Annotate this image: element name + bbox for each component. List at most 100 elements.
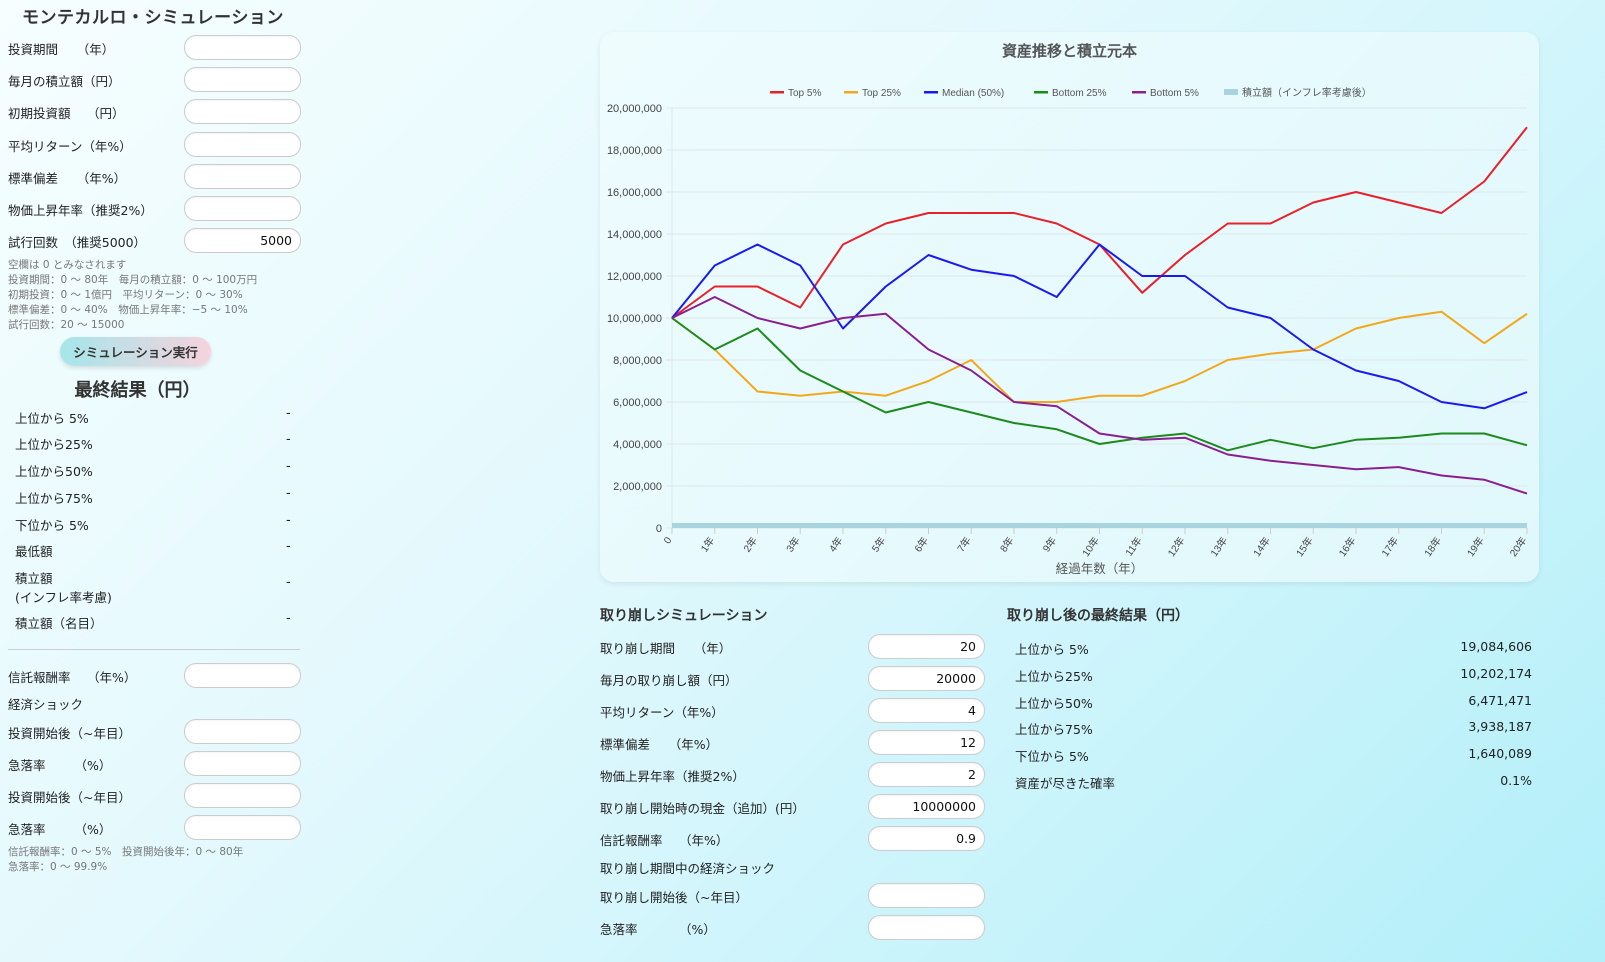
input-range-note: 空欄は 0 とみなされます (8, 259, 127, 271)
y-tick-label: 8,000,000 (613, 355, 662, 367)
withdraw-result-label: 下位から 5% (1015, 749, 1089, 765)
invest-field-4-input[interactable] (184, 163, 301, 189)
x-tick-label: 1年 (698, 534, 718, 554)
legend-label-2: Median (50%) (942, 88, 1004, 99)
shock-field-2-label: 投資開始後（~年目） (8, 790, 131, 805)
withdraw-shock-field-0-label: 取り崩し開始後（~年目） (600, 890, 748, 905)
chart-title: 資産推移と積立元本 (1001, 42, 1137, 60)
x-tick-label: 20年 (1507, 534, 1530, 559)
x-tick-label: 7年 (954, 534, 974, 554)
legend-swatch (770, 91, 784, 94)
input-range-note: 試行回数：20 ～ 15000 (8, 319, 125, 331)
withdraw-field-3-input[interactable]: 12 (868, 730, 985, 755)
y-tick-label: 18,000,000 (607, 145, 662, 157)
result-value: - (286, 575, 291, 590)
fee-field-input[interactable] (184, 663, 301, 688)
invest-field-0-label: 投資期間 （年） (8, 42, 115, 57)
x-tick-label: 0 (662, 535, 674, 546)
x-tick-label: 6年 (911, 534, 931, 554)
withdraw-result-label: 上位から75% (1015, 722, 1093, 738)
invest-field-3-label: 平均リターン（年%） (8, 138, 132, 154)
result-label: 上位から50% (15, 464, 93, 479)
withdraw-field-4-label: 物価上昇年率（推奨2%） (600, 769, 745, 784)
divider (8, 649, 300, 650)
x-tick-label: 17年 (1378, 534, 1401, 559)
invest-field-1-label: 毎月の積立額（円） (8, 74, 121, 90)
shock-range-note: 急落率：0 ～ 99.9% (8, 861, 108, 873)
legend-swatch (1132, 91, 1146, 94)
shock-range-note: 信託報酬率：0 ～ 5% 投資開始後年：0 ～ 80年 (8, 846, 244, 858)
result-label: 上位から25% (15, 437, 93, 452)
invest-field-6-input[interactable]: 5000 (184, 228, 301, 254)
y-tick-label: 12,000,000 (607, 271, 662, 283)
invest-field-5-input[interactable] (184, 196, 301, 221)
withdraw-field-2-label: 平均リターン（年%） (600, 705, 724, 720)
invest-field-1-input[interactable] (184, 67, 301, 93)
withdraw-result-value: 6,471,471 (1468, 692, 1532, 708)
shock-field-2-input[interactable] (184, 783, 301, 808)
shock-field-1-input[interactable] (184, 751, 301, 776)
withdraw-field-5-label: 取り崩し開始時の現金（追加）(円） (600, 801, 805, 816)
shock-field-3-input[interactable] (184, 815, 301, 840)
invest-field-3-input[interactable] (184, 131, 301, 157)
withdraw-result-value: 3,938,187 (1468, 719, 1532, 735)
invest-field-6-label: 試行回数 （推奨5000） (8, 235, 147, 251)
legend-swatch (844, 91, 858, 94)
series-area-contribution (672, 523, 1527, 528)
invest-field-0-input[interactable] (184, 35, 301, 60)
withdraw-shock-label: 取り崩し期間中の経済ショック (600, 861, 776, 876)
x-tick-label: 13年 (1207, 534, 1230, 559)
legend-label-5: 積立額（インフレ率考慮後） (1242, 86, 1372, 99)
withdraw-field-0-label: 取り崩し期間 （年） (600, 641, 732, 656)
x-tick-label: 8年 (997, 534, 1017, 554)
x-tick-label: 18年 (1421, 534, 1444, 559)
y-tick-label: 14,000,000 (607, 229, 662, 241)
withdraw-shock-field-1-input[interactable] (868, 915, 985, 940)
result-label: 積立額 (インフレ率考慮) (15, 571, 112, 605)
withdraw-field-6-input[interactable]: 0.9 (868, 826, 985, 851)
x-tick-label: 11年 (1122, 534, 1144, 558)
result-value: - (286, 513, 291, 528)
withdraw-field-4-input[interactable]: 2 (868, 762, 985, 787)
y-tick-label: 4,000,000 (613, 439, 662, 451)
withdraw-result-value: 10,202,174 (1460, 665, 1532, 681)
x-tick-label: 16年 (1336, 534, 1359, 559)
invest-field-2-input[interactable] (184, 99, 301, 125)
withdraw-field-5-input[interactable]: 10000000 (868, 794, 985, 819)
x-tick-label: 14年 (1250, 534, 1273, 559)
x-tick-label: 12年 (1165, 534, 1188, 559)
result-value: - (286, 432, 291, 447)
withdraw-result-label: 上位から25% (1015, 668, 1093, 684)
x-tick-label: 15年 (1293, 534, 1316, 559)
result-value: - (286, 539, 291, 554)
legend-label-1: Top 25% (862, 88, 901, 99)
invest-field-5-label: 物価上昇年率（推奨2%） (8, 203, 153, 218)
withdraw-field-2-input[interactable]: 4 (868, 698, 985, 723)
x-tick-label: 2年 (740, 534, 760, 554)
result-value: - (286, 406, 291, 421)
shock-field-3-label: 急落率 （%） (8, 822, 112, 837)
input-range-note: 初期投資：0 ～ 1億円 平均リターン：0 ～ 30% (8, 289, 243, 301)
withdraw-result-label: 上位から50% (1015, 695, 1093, 711)
result-label: 積立額（名目） (15, 616, 103, 631)
withdraw-field-6-label: 信託報酬率 （年%） (600, 833, 729, 848)
shock-field-0-input[interactable] (184, 719, 301, 744)
legend-label-4: Bottom 5% (1150, 88, 1199, 99)
result-label: 最低額 (15, 544, 53, 559)
withdraw-field-0-input[interactable]: 20 (868, 634, 985, 659)
y-tick-label: 16,000,000 (607, 187, 662, 199)
asset-chart: 0 2,000,000 4,000,000 6,000,000 8,000,000 10,… (607, 86, 1530, 576)
x-tick-label: 10年 (1079, 534, 1102, 559)
y-tick-label: 20,000,000 (607, 103, 662, 115)
result-label: 上位から75% (15, 491, 93, 506)
legend-swatch (1034, 91, 1048, 94)
withdraw-result-label: 上位から 5% (1015, 642, 1089, 657)
y-tick-label: 2,000,000 (613, 481, 662, 493)
withdraw-shock-field-1-label: 急落率 （%） (600, 922, 716, 937)
withdraw-field-1-input[interactable]: 20000 (868, 666, 985, 691)
legend-label-3: Bottom 25% (1052, 88, 1107, 99)
series-line-top-5- (671, 126, 1528, 319)
y-tick-label: 10,000,000 (607, 313, 662, 325)
run-simulation-button[interactable]: シミュレーション実行 (60, 337, 211, 366)
withdraw-shock-field-0-input[interactable] (868, 883, 985, 908)
